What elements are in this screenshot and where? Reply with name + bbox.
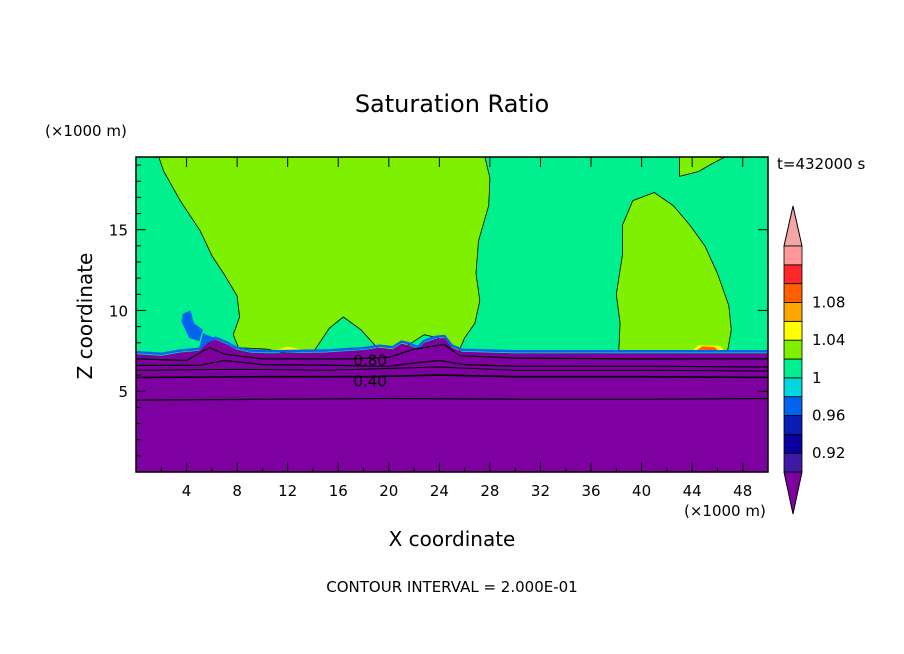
x-tick-label: 24 bbox=[430, 482, 449, 500]
x-tick-label: 40 bbox=[632, 482, 651, 500]
colorbar-under-triangle bbox=[783, 471, 803, 515]
colorbar-swatch bbox=[783, 415, 803, 435]
y-unit-label: (×1000 m) bbox=[45, 122, 127, 140]
contour-line-top bbox=[136, 343, 768, 362]
x-tick-label: 28 bbox=[480, 482, 499, 500]
colorbar-swatch bbox=[783, 339, 803, 360]
y-tick-label: 10 bbox=[109, 302, 128, 320]
x-tick-label: 32 bbox=[531, 482, 550, 500]
x-axis-label: X coordinate bbox=[389, 527, 516, 551]
x-tick-label: 4 bbox=[182, 482, 192, 500]
colorbar: 0.92 0.96 1 1.04 1.08 bbox=[783, 205, 845, 515]
x-unit-label: (×1000 m) bbox=[684, 502, 766, 520]
colorbar-label: 1.08 bbox=[812, 294, 845, 312]
supersaturated-region-main bbox=[158, 157, 491, 353]
colorbar-label: 0.92 bbox=[812, 444, 845, 462]
y-tick-label: 5 bbox=[118, 383, 128, 401]
contour-label: 0.80 bbox=[353, 352, 386, 370]
colorbar-swatch bbox=[783, 245, 803, 266]
contour-line-020 bbox=[136, 397, 768, 401]
colorbar-label: 1.04 bbox=[812, 331, 845, 349]
chart-title: Saturation Ratio bbox=[355, 90, 549, 118]
x-tick-label: 8 bbox=[232, 482, 242, 500]
x-tick-label: 16 bbox=[329, 482, 348, 500]
contour-line-040 bbox=[136, 374, 768, 379]
x-axis: 4 8 12 16 20 24 28 32 36 40 44 48 bbox=[160, 157, 769, 500]
plot-frame bbox=[135, 156, 769, 473]
x-tick-label: 12 bbox=[278, 482, 297, 500]
subsaturated-patch-left bbox=[181, 310, 203, 342]
x-tick-label: 20 bbox=[379, 482, 398, 500]
time-label: t=432000 s bbox=[777, 155, 865, 173]
supersaturated-region-top bbox=[679, 157, 726, 177]
colorbar-swatch bbox=[783, 452, 803, 473]
x-tick-label: 48 bbox=[733, 482, 752, 500]
y-axis-label: Z coordinate bbox=[73, 253, 97, 380]
contour-label: 0.40 bbox=[353, 373, 386, 391]
x-tick-label: 36 bbox=[581, 482, 600, 500]
x-tick-label: 44 bbox=[683, 482, 702, 500]
colorbar-swatch bbox=[783, 358, 803, 379]
colorbar-swatch bbox=[783, 433, 803, 454]
plot-area: 0.80 0.40 bbox=[136, 157, 768, 472]
colorbar-swatch bbox=[783, 264, 803, 285]
supersaturated-region-right bbox=[615, 192, 732, 352]
y-axis: 5 10 15 bbox=[109, 164, 768, 457]
dry-layer-edge bbox=[136, 334, 768, 356]
y-tick-label: 15 bbox=[109, 222, 128, 240]
colorbar-label: 1 bbox=[812, 369, 822, 387]
contour-interval-note: CONTOUR INTERVAL = 2.000E-01 bbox=[326, 578, 577, 596]
colorbar-over-triangle bbox=[783, 205, 803, 247]
colorbar-swatch bbox=[783, 302, 803, 322]
colorbar-swatch bbox=[783, 377, 803, 398]
contour-line-080 bbox=[136, 359, 768, 368]
colorbar-swatch bbox=[783, 320, 803, 341]
colorbar-label: 0.96 bbox=[812, 407, 845, 425]
supersaturated-spot-red bbox=[697, 346, 718, 350]
colorbar-swatch bbox=[783, 396, 803, 416]
dry-layer-region bbox=[136, 337, 768, 472]
contour-line-060 bbox=[136, 366, 768, 372]
colorbar-swatch bbox=[783, 283, 803, 303]
